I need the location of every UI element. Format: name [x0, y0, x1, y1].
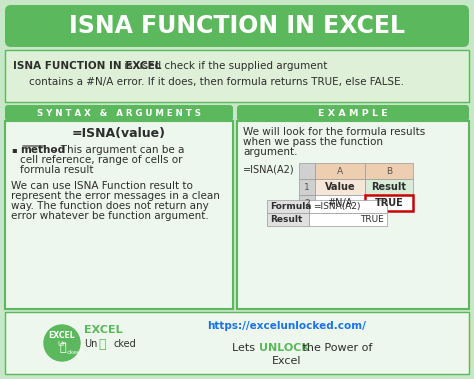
Bar	[365, 195, 413, 211]
Text: Un: Un	[57, 341, 67, 347]
Text: represent the error messages in a clean: represent the error messages in a clean	[11, 191, 220, 201]
FancyBboxPatch shape	[5, 5, 469, 47]
Text: Formula: Formula	[270, 202, 311, 211]
Circle shape	[44, 325, 80, 361]
Text: Lets: Lets	[233, 343, 259, 353]
Bar	[5, 121, 233, 309]
Text: when we pass the function: when we pass the function	[243, 137, 383, 147]
Bar	[315, 195, 365, 211]
Text: 🔒: 🔒	[60, 343, 66, 353]
Text: 🔒: 🔒	[98, 338, 106, 351]
Text: way. The function does not return any: way. The function does not return any	[11, 201, 209, 211]
Text: 1: 1	[304, 183, 310, 191]
Bar	[267, 200, 309, 213]
Bar	[5, 312, 469, 374]
Text: =ISNA(A2): =ISNA(A2)	[243, 165, 295, 175]
Bar	[299, 195, 315, 211]
Bar	[315, 179, 365, 195]
Bar	[365, 163, 413, 179]
Text: ISNA FUNCTION IN EXCEL: ISNA FUNCTION IN EXCEL	[13, 61, 161, 71]
Text: cked: cked	[114, 339, 137, 349]
Text: formula result: formula result	[20, 165, 93, 175]
Text: We can use ISNA Function result to: We can use ISNA Function result to	[11, 181, 193, 191]
Text: Result: Result	[270, 215, 302, 224]
FancyBboxPatch shape	[5, 105, 233, 121]
Text: cked: cked	[67, 351, 82, 356]
Text: =ISNA(A2): =ISNA(A2)	[313, 202, 361, 211]
Text: ▪: ▪	[11, 145, 17, 154]
Text: https://excelunlocked.com/: https://excelunlocked.com/	[208, 321, 366, 331]
FancyBboxPatch shape	[237, 105, 469, 121]
Text: Un: Un	[84, 339, 97, 349]
Text: TRUE: TRUE	[374, 198, 403, 208]
Text: is used check if the supplied argument: is used check if the supplied argument	[121, 61, 328, 71]
Text: E X A M P L E: E X A M P L E	[318, 108, 388, 117]
Text: contains a #N/A error. If it does, then formula returns TRUE, else FALSE.: contains a #N/A error. If it does, then …	[29, 77, 404, 87]
Text: Value: Value	[325, 182, 356, 192]
Text: cell reference, range of cells or: cell reference, range of cells or	[20, 155, 182, 165]
Bar	[267, 213, 309, 226]
Text: UNLOCK: UNLOCK	[259, 343, 310, 353]
Text: =ISNA(value): =ISNA(value)	[72, 127, 166, 140]
Bar	[309, 200, 387, 213]
Text: We will look for the formula results: We will look for the formula results	[243, 127, 425, 137]
Text: ISNA FUNCTION IN EXCEL: ISNA FUNCTION IN EXCEL	[69, 14, 405, 38]
Text: TRUE: TRUE	[360, 215, 384, 224]
Text: Excel: Excel	[272, 356, 302, 366]
Text: EXCEL: EXCEL	[49, 332, 75, 340]
Text: argument.: argument.	[243, 147, 298, 157]
Bar	[365, 179, 413, 195]
Text: method: method	[20, 145, 65, 155]
Text: – This argument can be a: – This argument can be a	[49, 145, 184, 155]
Text: S Y N T A X   &   A R G U M E N T S: S Y N T A X & A R G U M E N T S	[37, 108, 201, 117]
Text: A: A	[337, 166, 343, 175]
Text: error whatever be function argument.: error whatever be function argument.	[11, 211, 209, 221]
Bar	[5, 50, 469, 102]
Text: the Power of: the Power of	[299, 343, 373, 353]
Text: #N/A: #N/A	[328, 198, 353, 208]
Bar	[299, 163, 315, 179]
Text: Result: Result	[372, 182, 407, 192]
Text: 2: 2	[304, 199, 310, 207]
Bar	[299, 179, 315, 195]
Bar	[309, 213, 387, 226]
Bar	[237, 121, 469, 309]
Bar	[315, 163, 365, 179]
Text: EXCEL: EXCEL	[84, 325, 123, 335]
Text: B: B	[386, 166, 392, 175]
